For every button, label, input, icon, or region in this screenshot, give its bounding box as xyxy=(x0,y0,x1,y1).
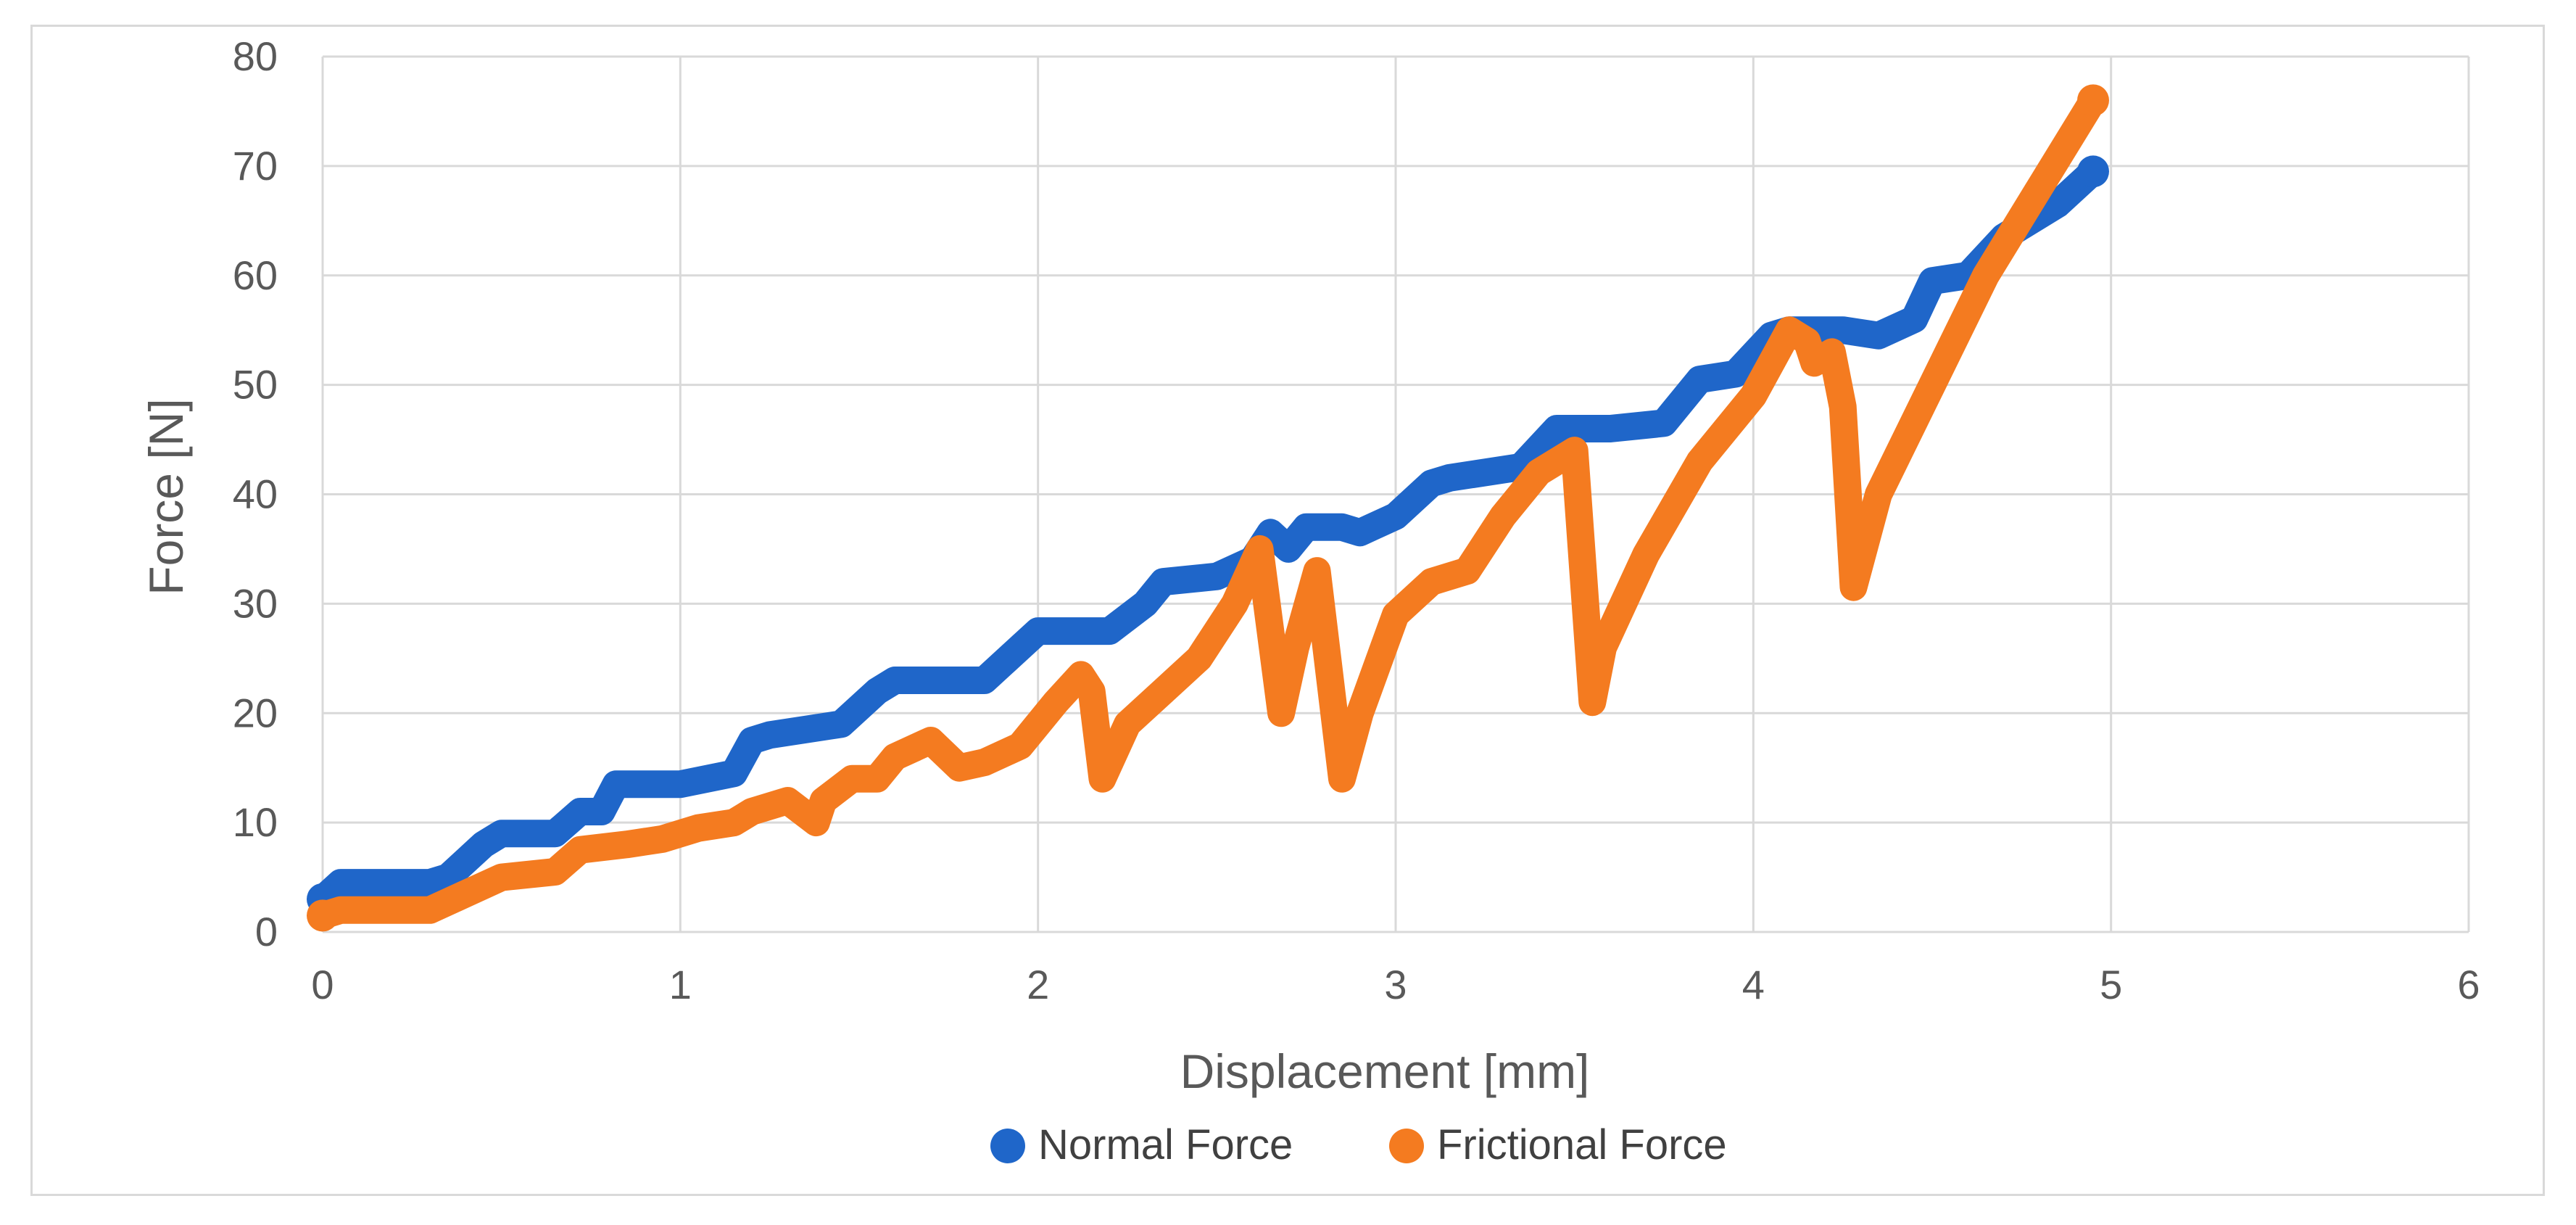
frictional-force-point xyxy=(307,899,339,932)
tick-labels: 0 10 20 30 40 50 60 70 80 0 1 2 3 4 5 6 xyxy=(233,33,2480,1007)
legend-marker-normal-force xyxy=(990,1129,1025,1163)
y-tick-label: 70 xyxy=(233,143,278,189)
normal-force-line xyxy=(309,157,2107,913)
x-tick-label: 1 xyxy=(669,962,692,1007)
normal-force-point xyxy=(2077,155,2109,188)
frictional-force-point xyxy=(2077,84,2109,117)
legend: Normal Force Frictional Force xyxy=(990,1121,1727,1168)
y-tick-label: 10 xyxy=(233,799,278,845)
x-axis-title: Displacement [mm] xyxy=(1180,1044,1590,1098)
x-tick-label: 4 xyxy=(1742,962,1765,1007)
y-tick-label: 80 xyxy=(233,33,278,79)
series-layer xyxy=(307,84,2109,932)
legend-label-frictional-force: Frictional Force xyxy=(1437,1121,1727,1168)
frictional-force-line xyxy=(309,86,2107,930)
x-tick-label: 5 xyxy=(2100,962,2122,1007)
x-tick-label: 0 xyxy=(311,962,334,1007)
legend-label-normal-force: Normal Force xyxy=(1038,1121,1293,1168)
y-tick-label: 40 xyxy=(233,471,278,517)
x-tick-label: 3 xyxy=(1384,962,1407,1007)
chart-frame xyxy=(30,25,2545,1196)
grid-lines xyxy=(321,55,2470,933)
y-tick-label: 60 xyxy=(233,252,278,298)
y-tick-label: 30 xyxy=(233,580,278,626)
x-tick-label: 6 xyxy=(2457,962,2480,1007)
legend-marker-frictional-force xyxy=(1389,1129,1424,1163)
y-axis-title: Force [N] xyxy=(139,398,193,595)
x-tick-label: 2 xyxy=(1027,962,1049,1007)
y-tick-label: 50 xyxy=(233,362,278,408)
y-tick-label: 0 xyxy=(255,909,278,954)
y-tick-label: 20 xyxy=(233,690,278,735)
